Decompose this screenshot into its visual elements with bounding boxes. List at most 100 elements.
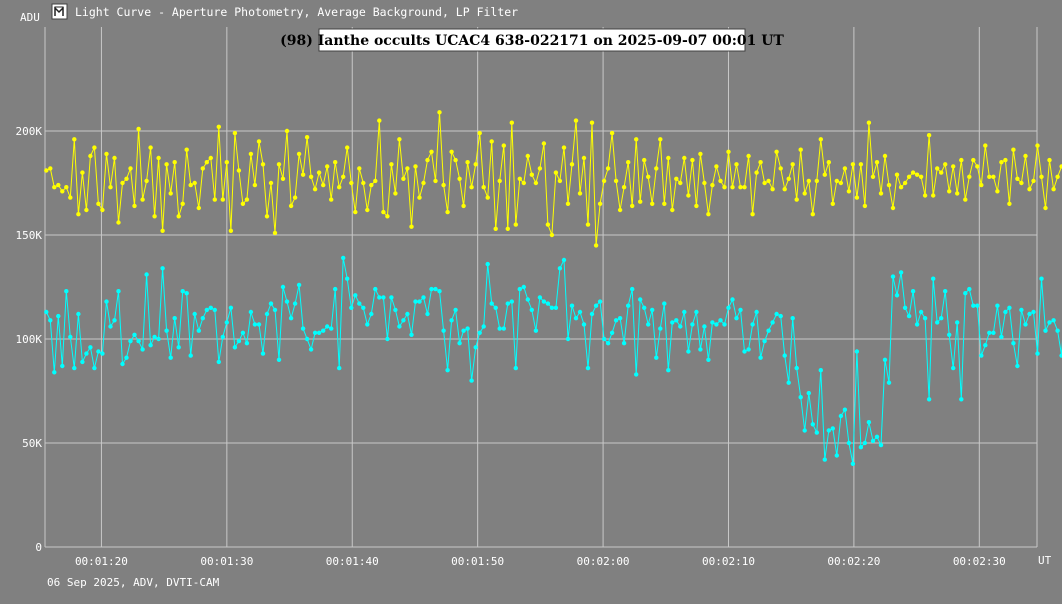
data-point	[918, 174, 924, 179]
data-point	[337, 365, 342, 371]
data-point	[184, 147, 189, 152]
data-point	[710, 320, 715, 325]
data-point	[96, 349, 101, 354]
data-point	[377, 118, 382, 123]
data-point	[770, 320, 775, 325]
data-point	[469, 185, 474, 190]
data-point	[999, 334, 1004, 340]
data-point	[565, 201, 571, 206]
data-point	[626, 303, 631, 308]
data-point	[967, 174, 972, 179]
data-point	[670, 207, 675, 213]
data-point	[698, 151, 703, 157]
y-tick-label: 0	[35, 541, 42, 554]
series-line	[46, 112, 1062, 246]
data-point	[862, 440, 868, 446]
data-point	[128, 166, 133, 171]
data-point	[971, 303, 976, 308]
data-point	[92, 365, 97, 371]
data-point	[914, 322, 920, 327]
x-tick-label: 00:01:20	[75, 555, 128, 568]
data-point	[573, 118, 579, 123]
recording-info: 06 Sep 2025, ADV, DVTI-CAM	[47, 576, 220, 589]
data-point	[882, 153, 888, 159]
data-point	[477, 130, 482, 136]
data-point	[702, 180, 707, 186]
data-point	[646, 174, 651, 179]
data-point	[762, 338, 767, 344]
data-point	[931, 276, 936, 281]
data-point	[822, 172, 827, 177]
data-point	[678, 324, 683, 329]
data-point	[597, 299, 603, 304]
data-point	[268, 301, 274, 306]
data-point	[999, 160, 1004, 165]
data-point	[1027, 311, 1032, 317]
data-point	[525, 297, 530, 302]
data-point	[321, 182, 326, 188]
chart-menu-icon[interactable]	[51, 3, 68, 20]
data-point	[738, 307, 743, 313]
data-point	[248, 151, 254, 157]
data-point	[164, 162, 169, 167]
data-point	[750, 322, 755, 327]
data-point	[144, 272, 149, 277]
data-point	[529, 172, 534, 177]
data-point	[987, 174, 992, 179]
data-point	[557, 266, 563, 271]
data-point	[746, 153, 751, 159]
data-point	[714, 164, 719, 169]
data-point	[963, 197, 968, 202]
data-point	[296, 282, 302, 288]
data-point	[68, 334, 73, 340]
data-point	[1023, 322, 1028, 327]
data-point	[975, 303, 980, 308]
series-2	[44, 255, 1062, 466]
data-point	[975, 164, 980, 169]
data-point	[802, 191, 807, 196]
data-point	[172, 160, 177, 165]
data-point	[565, 336, 571, 342]
data-point	[100, 351, 105, 356]
data-point	[866, 420, 872, 425]
data-point	[955, 320, 960, 325]
data-point	[609, 330, 615, 335]
data-point	[369, 182, 374, 188]
data-point	[630, 286, 635, 292]
data-point	[658, 326, 663, 331]
data-point	[136, 126, 141, 132]
data-point	[92, 145, 97, 150]
data-point	[441, 182, 446, 188]
data-point	[505, 226, 510, 231]
data-point	[345, 276, 350, 281]
data-point	[276, 357, 282, 362]
data-point	[529, 307, 534, 313]
data-point	[104, 151, 109, 157]
data-point	[252, 322, 258, 327]
data-point	[425, 157, 430, 163]
data-point	[754, 309, 759, 315]
data-point	[505, 301, 510, 306]
y-unit-label: ADU	[20, 11, 40, 24]
data-point	[200, 166, 205, 171]
data-point	[902, 305, 908, 310]
data-point	[1007, 305, 1012, 310]
data-point	[300, 326, 306, 331]
data-point	[870, 438, 876, 444]
data-point	[842, 166, 848, 171]
data-point	[52, 185, 57, 190]
data-point	[168, 355, 173, 360]
data-point	[569, 303, 575, 308]
data-point	[931, 193, 936, 198]
data-point	[76, 311, 81, 317]
data-point	[922, 193, 928, 198]
data-point	[417, 299, 422, 304]
data-point	[573, 316, 579, 321]
data-point	[176, 345, 181, 350]
data-point	[818, 137, 823, 142]
data-point	[762, 180, 767, 186]
data-point	[156, 336, 161, 342]
data-point	[878, 442, 884, 448]
data-point	[638, 199, 643, 204]
